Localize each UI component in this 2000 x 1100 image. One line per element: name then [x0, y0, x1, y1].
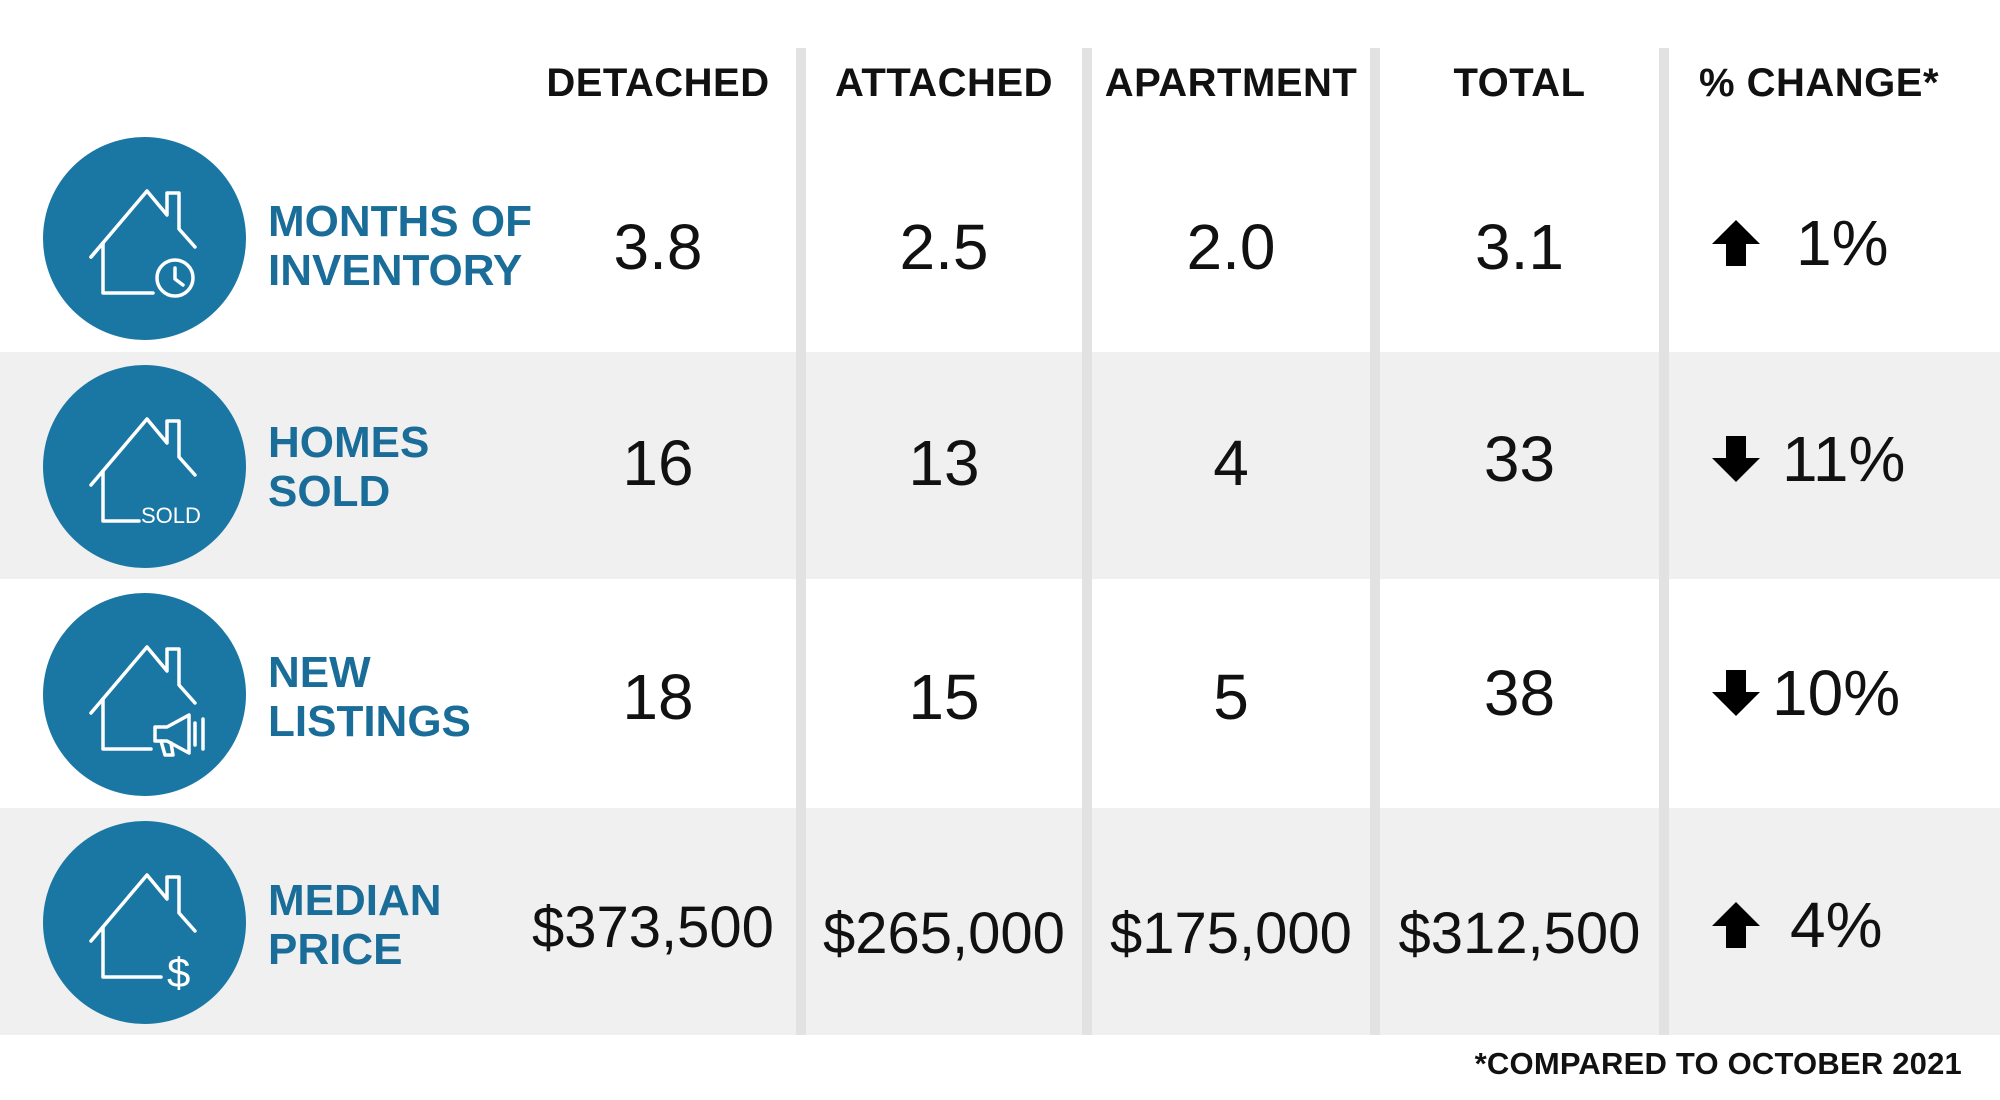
row-label-line: SOLD — [268, 467, 391, 516]
cell-total: 3.1 — [1475, 211, 1564, 283]
column-divider — [796, 48, 806, 1035]
new-listings-badge — [43, 593, 246, 796]
dollar-glyph: $ — [167, 949, 190, 996]
row-label-median-price: MEDIAN PRICE — [268, 876, 442, 974]
cell-apartment: $175,000 — [1110, 900, 1352, 966]
row-label-line: NEW — [268, 648, 371, 697]
sold-icon-text: SOLD — [141, 503, 201, 528]
house-sold-icon: SOLD — [89, 417, 201, 528]
row-label-new-listings: NEW LISTINGS — [268, 648, 471, 746]
column-header-attached: ATTACHED — [834, 60, 1054, 105]
row-label-line: LISTINGS — [268, 697, 471, 746]
row-label-line: MEDIAN — [268, 876, 442, 925]
column-divider — [1370, 48, 1380, 1035]
arrow-down-icon — [1710, 434, 1762, 484]
cell-apartment: 4 — [1213, 427, 1249, 499]
cell-detached: $373,500 — [532, 894, 774, 960]
column-header-total: TOTAL — [1453, 60, 1586, 105]
cell-attached: 13 — [908, 427, 980, 499]
change-cell: 11% — [1710, 414, 1940, 504]
cell-detached: 16 — [622, 427, 694, 499]
change-value: 11% — [1782, 423, 1906, 495]
cell-attached: $265,000 — [823, 900, 1065, 966]
house-megaphone-icon — [89, 645, 205, 757]
change-cell: 10% — [1710, 648, 1940, 738]
column-header-apartment: APARTMENT — [1104, 60, 1358, 105]
row-label-line: PRICE — [268, 925, 403, 974]
cell-detached: 3.8 — [613, 211, 703, 283]
homes-sold-badge: SOLD — [43, 365, 246, 568]
arrow-up-icon — [1710, 218, 1762, 268]
cell-total: 33 — [1483, 423, 1556, 495]
row-label-line: INVENTORY — [268, 246, 523, 295]
column-header-detached: DETACHED — [546, 60, 770, 105]
cell-detached: 18 — [622, 661, 694, 733]
house-clock-icon — [89, 189, 197, 298]
footnote: *COMPARED TO OCTOBER 2021 — [1474, 1046, 1962, 1081]
cell-total: 38 — [1483, 657, 1556, 729]
change-value: 10% — [1772, 657, 1901, 729]
cell-attached: 2.5 — [899, 211, 989, 283]
column-header-change: % CHANGE* — [1698, 60, 1940, 105]
arrow-up-icon — [1710, 900, 1762, 950]
row-label-line: HOMES — [268, 418, 430, 467]
cell-total: $312,500 — [1398, 900, 1641, 966]
arrow-down-icon — [1710, 668, 1762, 718]
cell-apartment: 5 — [1213, 661, 1249, 733]
change-value: 4% — [1790, 889, 1883, 961]
row-label-line: MONTHS OF — [268, 197, 532, 246]
months-of-inventory-badge — [43, 137, 246, 340]
change-value: 1% — [1796, 207, 1889, 279]
column-divider — [1659, 48, 1669, 1035]
row-label-homes-sold: HOMES SOLD — [268, 418, 429, 516]
column-divider — [1082, 48, 1092, 1035]
change-cell: 1% — [1710, 198, 1940, 288]
cell-attached: 15 — [908, 661, 980, 733]
median-price-badge: $ — [43, 821, 246, 1024]
row-label-months-of-inventory: MONTHS OF INVENTORY — [268, 197, 532, 295]
house-dollar-icon: $ — [89, 873, 197, 996]
change-cell: 4% — [1710, 880, 1940, 970]
cell-apartment: 2.0 — [1186, 211, 1276, 283]
